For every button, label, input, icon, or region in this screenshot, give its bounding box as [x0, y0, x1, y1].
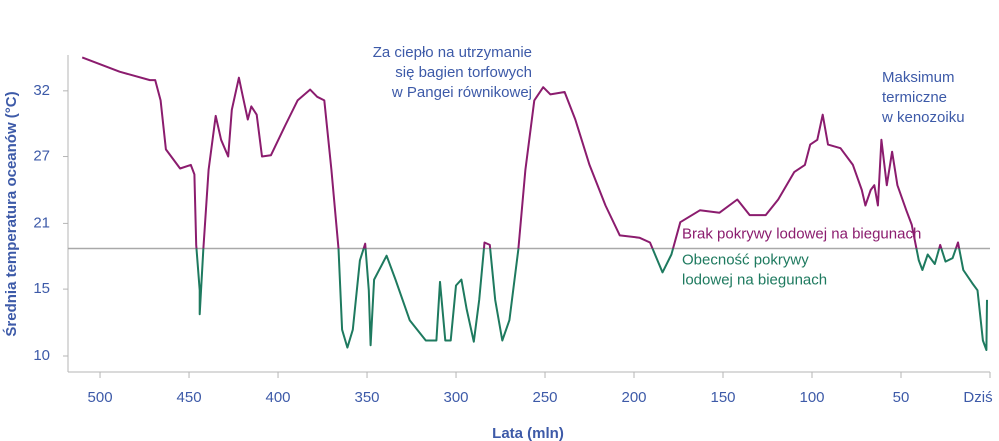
x-tick-label: 500 — [88, 389, 113, 406]
x-tick-label: 150 — [710, 389, 735, 406]
y-tick-label: 27 — [33, 147, 50, 164]
y-tick-label: 32 — [33, 82, 50, 99]
annotation: w Pangei równikowej — [391, 84, 532, 101]
y-axis-title: Średnia temperatura oceanów (°C) — [2, 91, 20, 336]
x-axis-title: Lata (mln) — [492, 425, 564, 441]
y-tick-label: 21 — [33, 214, 50, 231]
line-below-threshold — [195, 248, 988, 351]
line-above-threshold — [81, 56, 961, 249]
x-tick-label: 50 — [893, 389, 910, 406]
annotation: Maksimum — [882, 69, 955, 86]
x-tick-label: Dziś — [963, 389, 992, 406]
threshold-above-label: Brak pokrywy lodowej na biegunach — [682, 225, 921, 242]
y-tick-label: 10 — [33, 347, 50, 364]
y-tick-label: 15 — [33, 280, 50, 297]
x-tick-label: 200 — [621, 389, 646, 406]
x-tick-label: 400 — [266, 389, 291, 406]
threshold-below-label: lodowej na biegunach — [682, 271, 827, 288]
x-tick-label: 100 — [799, 389, 824, 406]
x-tick-label: 450 — [177, 389, 202, 406]
annotation: termiczne — [882, 89, 947, 106]
annotation: w kenozoiku — [881, 109, 965, 126]
annotation: Za ciepło na utrzymanie — [373, 44, 532, 61]
annotation: się bagien torfowych — [395, 64, 532, 81]
x-tick-label: 300 — [444, 389, 469, 406]
x-tick-label: 250 — [533, 389, 558, 406]
x-tick-label: 350 — [355, 389, 380, 406]
threshold-below-label: Obecność pokrywy — [682, 251, 809, 268]
